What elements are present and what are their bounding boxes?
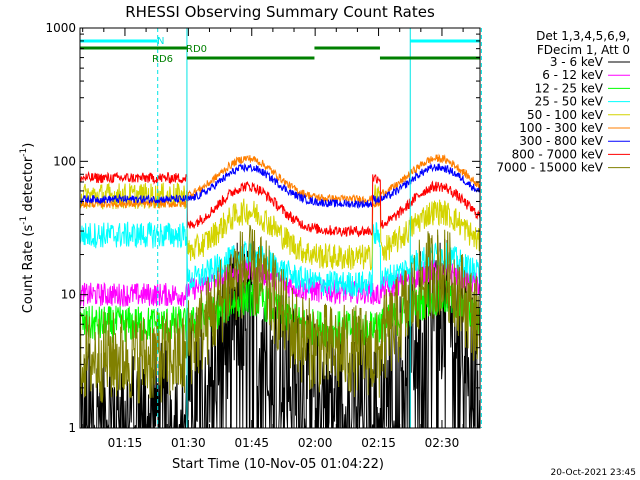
legend-label: 100 - 300 keV [519, 121, 603, 135]
rd0-flag-label: RD0 [186, 44, 207, 55]
info-line: FDecim 1, Att 0 [537, 43, 630, 57]
y-tick-label: 1000 [45, 21, 76, 35]
x-tick-label: 01:15 [108, 436, 143, 450]
chart-title: RHESSI Observing Summary Count Rates [125, 3, 435, 21]
y-tick-label: 100 [53, 154, 76, 168]
y-label-part: detector [21, 156, 36, 216]
series-line [79, 170, 481, 238]
n-flag-label: N [157, 36, 164, 47]
y-axis: 1 10 100 1000 [45, 21, 480, 435]
y-label-part: ) [21, 143, 36, 148]
footer-timestamp: 20-Oct-2021 23:45 [551, 468, 636, 478]
x-tick-label: 01:30 [171, 436, 206, 450]
legend-label: 7000 - 15000 keV [496, 161, 603, 175]
y-label-part: Count Rate (s [21, 225, 36, 314]
plot-area: N RD0 RD6 [79, 27, 482, 430]
channel-curves [79, 153, 481, 430]
legend-label: 6 - 12 keV [542, 68, 604, 82]
legend-label: 3 - 6 keV [550, 55, 604, 69]
flag-bars: N RD0 RD6 [80, 36, 480, 65]
rd6-flag-label: RD6 [152, 54, 173, 65]
x-axis: 01:15 01:30 01:45 02:00 02:15 02:30 [82, 28, 464, 450]
legend-label: 25 - 50 keV [535, 95, 604, 109]
x-axis-label: Start Time (10-Nov-05 01:04:22) [172, 457, 384, 472]
y-axis-label: Count Rate (s-1 detector-1) [19, 143, 36, 314]
y-tick-label: 10 [61, 288, 76, 302]
series-line [79, 162, 481, 210]
legend: Det 1,3,4,5,6,9, FDecim 1, Att 0 3 - 6 k… [496, 29, 630, 175]
info-line: Det 1,3,4,5,6,9, [536, 29, 630, 43]
legend-label: 800 - 7000 keV [512, 147, 604, 161]
series-line [79, 153, 481, 210]
x-tick-label: 02:00 [298, 436, 333, 450]
legend-label: 300 - 800 keV [519, 134, 603, 148]
y-tick-label: 1 [68, 421, 76, 435]
x-tick-label: 01:45 [234, 436, 269, 450]
series-line [79, 181, 481, 271]
series-line [79, 224, 481, 404]
legend-label: 50 - 100 keV [527, 108, 604, 122]
y-label-sup: -1 [19, 148, 29, 157]
y-label-sup: -1 [19, 216, 29, 225]
x-tick-label: 02:30 [425, 436, 460, 450]
x-tick-label: 02:15 [361, 436, 396, 450]
plot-frame [79, 27, 481, 429]
legend-label: 12 - 25 keV [535, 81, 604, 95]
series-line [79, 221, 481, 298]
